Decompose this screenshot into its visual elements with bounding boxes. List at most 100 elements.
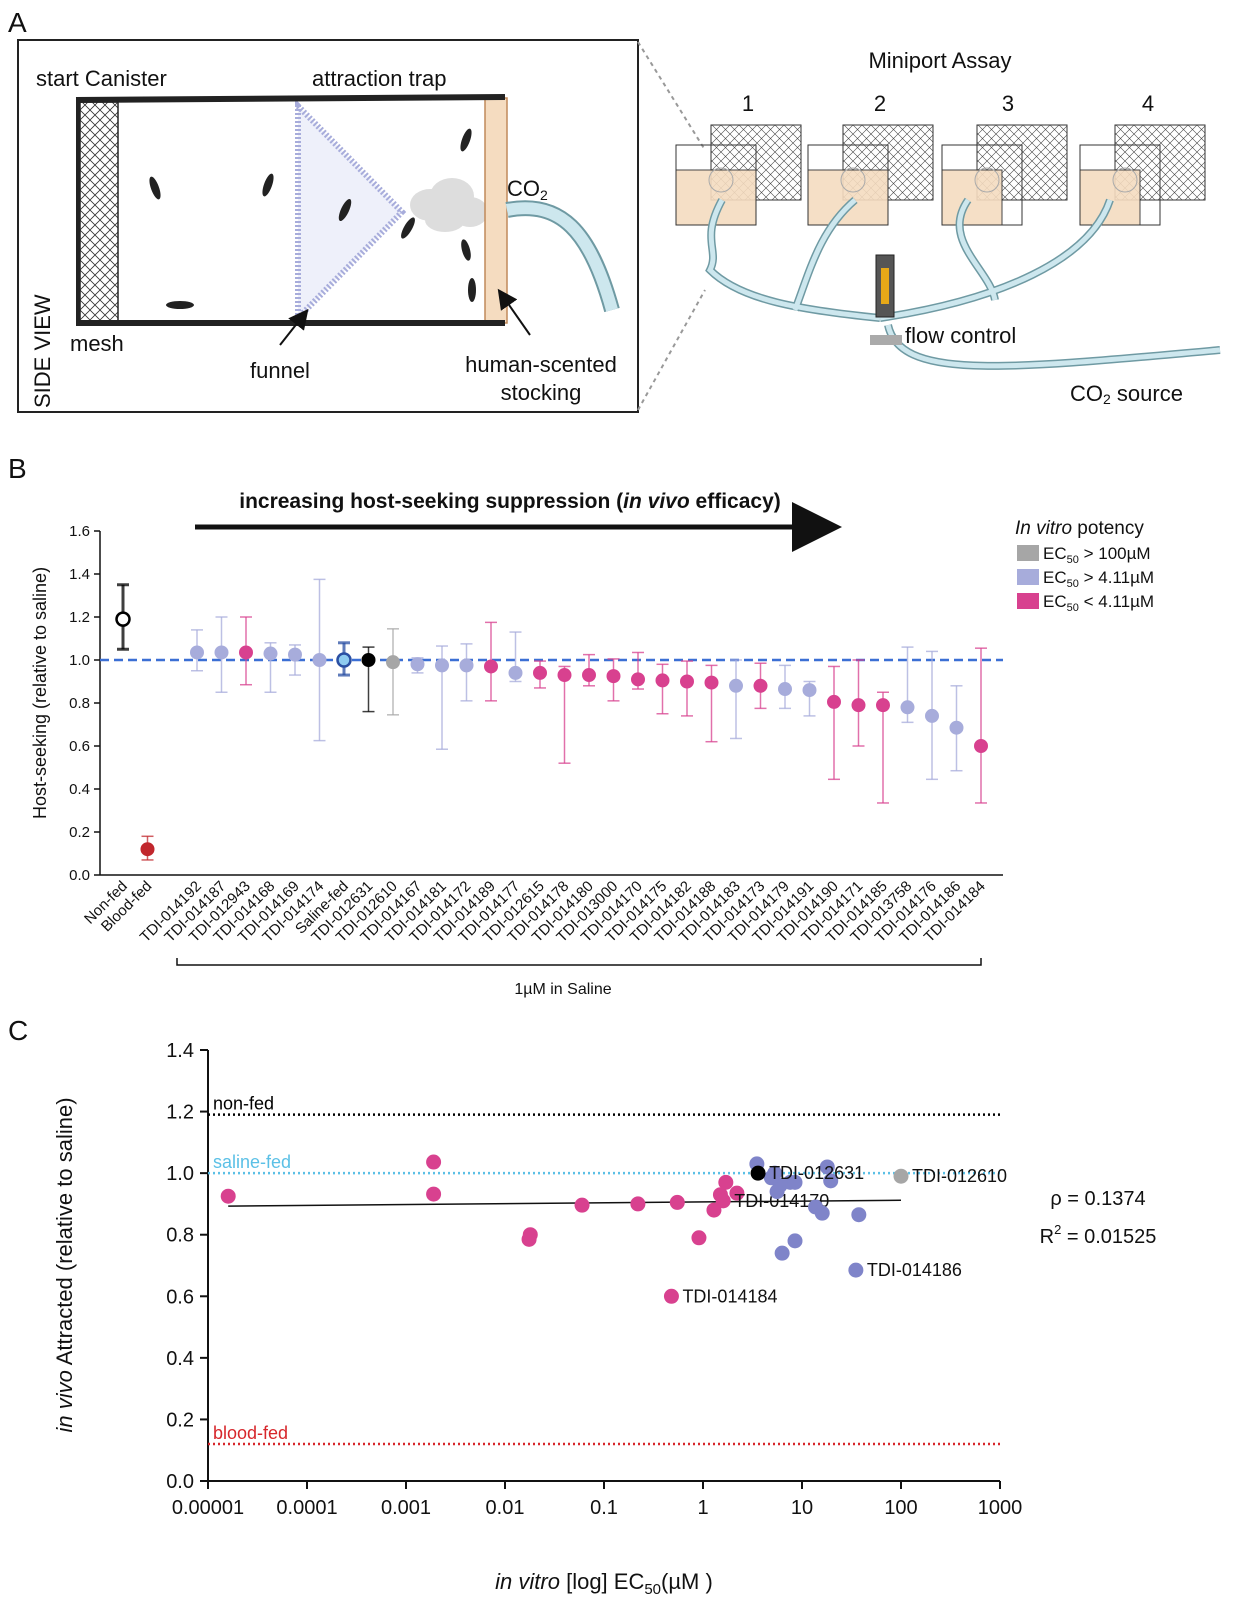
dot bbox=[974, 739, 988, 753]
point bbox=[669, 1194, 685, 1210]
dot bbox=[312, 653, 327, 667]
y-axis-label: Host-seeking (relative to saline) bbox=[30, 567, 50, 819]
y-tick-label: 0.2 bbox=[69, 824, 90, 841]
dot bbox=[557, 668, 572, 683]
dot bbox=[949, 720, 964, 735]
point bbox=[750, 1165, 766, 1181]
point bbox=[893, 1168, 909, 1184]
pointer bbox=[279, 308, 309, 346]
panel-label: A bbox=[8, 7, 27, 38]
dot bbox=[655, 673, 670, 688]
dot bbox=[435, 658, 449, 673]
point bbox=[823, 1173, 839, 1189]
dot bbox=[704, 675, 719, 690]
dot bbox=[802, 683, 817, 698]
dot bbox=[680, 674, 694, 689]
label: SIDE VIEW bbox=[30, 294, 55, 408]
y-tick-label: 0.6 bbox=[69, 738, 90, 755]
label: start Canister bbox=[36, 66, 167, 91]
dot bbox=[263, 646, 278, 661]
y-tick-label: 0.8 bbox=[69, 695, 90, 712]
point bbox=[774, 1245, 790, 1261]
dot bbox=[336, 652, 352, 668]
legend-label: > 100µM bbox=[1079, 544, 1151, 563]
bracket bbox=[176, 958, 982, 966]
x-tick-label: 0.01 bbox=[486, 1497, 525, 1519]
dot bbox=[214, 645, 229, 660]
legend-label: 50 bbox=[1067, 602, 1079, 614]
flow-meter bbox=[870, 335, 902, 345]
x-tick-label: 100 bbox=[884, 1497, 917, 1519]
dot bbox=[386, 655, 400, 670]
dot bbox=[239, 645, 253, 660]
co2-cloud bbox=[410, 178, 488, 232]
dot bbox=[533, 665, 547, 680]
legend-label: 50 bbox=[1067, 554, 1079, 566]
diagram: start Canister attraction trap CO2 mesh … bbox=[17, 39, 1221, 413]
point bbox=[729, 1185, 745, 1201]
funnel bbox=[295, 98, 407, 326]
legend-label: < 4.11µM bbox=[1079, 592, 1154, 611]
y-tick-label: 1.2 bbox=[69, 609, 90, 626]
legend-label: EC50 > 4.11µM bbox=[1043, 568, 1154, 590]
label: mesh bbox=[70, 331, 124, 356]
label: source bbox=[1111, 381, 1183, 406]
point bbox=[220, 1188, 236, 1204]
fit-line bbox=[228, 1199, 902, 1207]
y-tick-label: 1.2 bbox=[166, 1102, 194, 1124]
point bbox=[521, 1231, 537, 1247]
point bbox=[426, 1154, 442, 1170]
dot bbox=[851, 698, 866, 713]
x-tick-label: 0.1 bbox=[590, 1497, 618, 1519]
point bbox=[763, 1170, 779, 1186]
y-axis-label: in vivo Attracted (relative to saline) bbox=[52, 1097, 77, 1432]
cages bbox=[675, 124, 1206, 226]
y-tick-label: 0.0 bbox=[69, 867, 90, 884]
dot bbox=[361, 653, 376, 667]
y-tick-label: 0.4 bbox=[166, 1348, 194, 1370]
arrow-label: increasing host-seeking suppression (in … bbox=[239, 490, 781, 513]
label: CO2 bbox=[507, 176, 548, 203]
label: 1 bbox=[742, 91, 754, 116]
dot bbox=[631, 672, 645, 687]
label: CO2 source bbox=[1070, 381, 1183, 407]
arrow-label: in vivo bbox=[623, 490, 690, 513]
legend-label: EC50 < 4.11µM bbox=[1043, 592, 1154, 614]
point-label: TDI-014186 bbox=[867, 1260, 962, 1280]
y-tick-label: 0.8 bbox=[166, 1225, 194, 1247]
x-tick-label: 10 bbox=[791, 1497, 813, 1519]
legend-title: In vitro bbox=[1015, 518, 1072, 539]
dot bbox=[459, 658, 474, 673]
label: CO bbox=[507, 176, 540, 201]
dot bbox=[115, 611, 131, 627]
stat: 2 bbox=[1054, 1222, 1061, 1237]
legend-label: EC bbox=[1043, 568, 1067, 587]
canister-wall bbox=[75, 94, 506, 103]
stat: ρ = 0.1374 bbox=[1050, 1188, 1145, 1210]
dot bbox=[925, 708, 939, 723]
dot bbox=[508, 665, 523, 680]
arrow-label: efficacy) bbox=[690, 490, 781, 513]
point bbox=[718, 1174, 734, 1190]
dot bbox=[288, 647, 302, 662]
dot bbox=[582, 668, 596, 683]
point-label: TDI-014184 bbox=[682, 1286, 777, 1306]
point bbox=[787, 1233, 803, 1249]
legend-label: EC bbox=[1043, 544, 1067, 563]
tube bbox=[505, 202, 618, 312]
mesh bbox=[79, 101, 119, 323]
y-axis-label: Attracted (relative to saline) bbox=[52, 1097, 77, 1370]
y-tick-label: 0.2 bbox=[166, 1409, 194, 1431]
legend-swatch bbox=[1017, 593, 1039, 609]
dot bbox=[827, 694, 841, 709]
point bbox=[787, 1174, 803, 1190]
stat: R2 = 0.01525 bbox=[1040, 1222, 1157, 1248]
point bbox=[715, 1193, 731, 1209]
y-tick-label: 0.0 bbox=[166, 1471, 194, 1493]
y-tick-label: 0.6 bbox=[166, 1286, 194, 1308]
dot bbox=[753, 678, 768, 693]
x-tick-label: 1000 bbox=[978, 1497, 1023, 1519]
label: CO bbox=[1070, 381, 1103, 406]
dot bbox=[484, 659, 498, 674]
